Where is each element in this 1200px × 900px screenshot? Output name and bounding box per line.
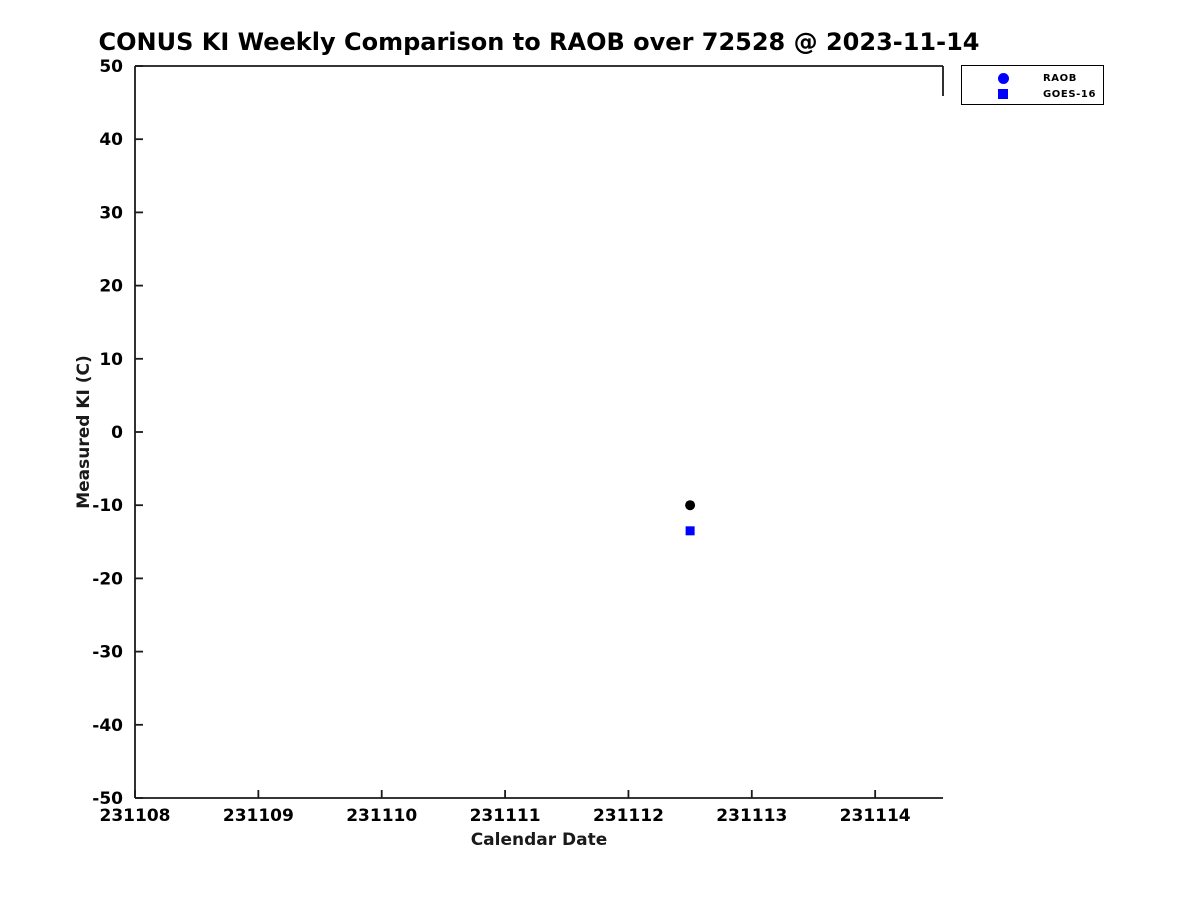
y-tick-label: 0 [111, 423, 123, 443]
y-tick-label: 10 [99, 350, 123, 370]
x-tick-label: 231114 [840, 806, 911, 826]
x-tick-label: 231109 [223, 806, 294, 826]
y-tick-label: -30 [92, 643, 123, 663]
data-point-raob [685, 500, 696, 511]
raob-legend-marker-icon [996, 71, 1010, 85]
y-tick-label: 50 [99, 57, 123, 77]
x-tick-label: 231111 [470, 806, 541, 826]
legend-entry-raob: RAOB [962, 70, 1103, 86]
y-tick-label: -10 [92, 496, 123, 516]
x-axis-label: Calendar Date [470, 830, 608, 850]
legend-label-raob: RAOB [1043, 72, 1077, 84]
y-tick-label: -40 [92, 716, 123, 736]
data-point-goes-16 [685, 526, 695, 536]
legend-label-goes16: GOES-16 [1043, 88, 1097, 100]
y-tick-label: -50 [92, 789, 123, 809]
chart-title: CONUS KI Weekly Comparison to RAOB over … [98, 28, 980, 56]
goes16-legend-marker-icon [996, 87, 1010, 101]
x-tick-label: 231108 [100, 806, 171, 826]
y-tick-label: 20 [99, 277, 123, 297]
y-tick-label: 30 [99, 203, 123, 223]
x-tick-label: 231113 [716, 806, 787, 826]
y-tick-label: -20 [92, 569, 123, 589]
legend-entry-goes16: GOES-16 [962, 86, 1103, 102]
x-tick-label: 231110 [346, 806, 417, 826]
y-tick-label: 40 [99, 130, 123, 150]
x-tick-label: 231112 [593, 806, 664, 826]
legend: RAOB GOES-16 [961, 65, 1104, 105]
